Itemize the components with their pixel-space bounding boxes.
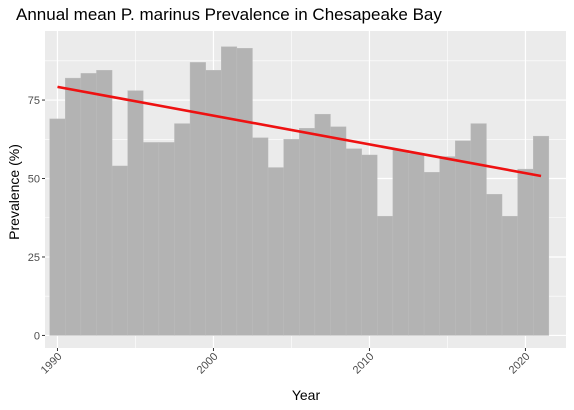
bars [49,46,550,336]
bar [174,123,191,336]
x-tick-label: 1990 [39,351,65,377]
bar [533,135,550,336]
bar [517,168,534,336]
bar [205,70,222,336]
x-tick-label: 2010 [351,351,377,377]
bar [80,73,97,336]
bar [111,165,128,336]
bar [221,46,238,336]
trend-line [57,85,542,178]
bar [96,70,113,336]
x-tick-label: 2020 [507,351,533,377]
trend-line-group [57,85,542,178]
y-tick-label: 0 [34,330,40,342]
bar [392,150,409,336]
bar [439,156,456,336]
bar [236,48,253,336]
bar [299,128,316,336]
bar [314,113,331,336]
bar [158,142,175,336]
bar [455,140,472,336]
chart-title: Annual mean P. marinus Prevalence in Che… [16,5,442,24]
bar [283,139,300,336]
bar [501,215,518,336]
bar [49,118,66,336]
bar [377,215,394,336]
bar [189,62,206,336]
y-axis: 0 25 50 75 [28,95,45,342]
bar [345,148,362,336]
bar [143,142,160,336]
bar [330,126,347,336]
bar [423,172,440,336]
x-axis: 1990 2000 2010 2020 [39,348,533,376]
bar [486,194,503,336]
y-tick-label: 50 [28,174,40,186]
bar [252,137,269,336]
x-axis-title: Year [292,387,321,403]
bar [408,153,425,336]
x-tick-label: 2000 [195,351,221,377]
y-tick-label: 25 [28,252,40,264]
bar [267,167,284,336]
bar [361,154,378,336]
bar [127,90,144,336]
y-tick-label: 75 [28,95,40,107]
bar [65,77,82,336]
bar [470,123,487,336]
y-axis-title: Prevalence (%) [6,144,22,240]
